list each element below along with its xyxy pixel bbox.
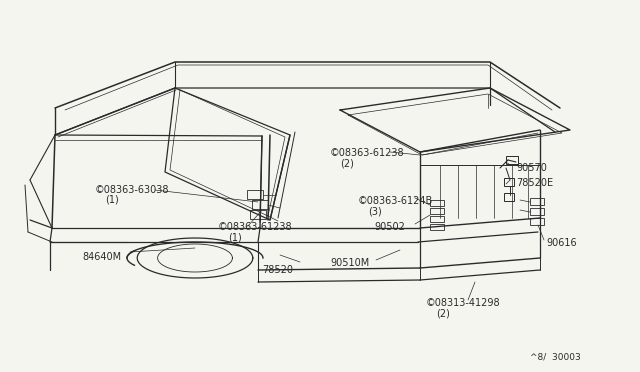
Text: 90570: 90570	[516, 163, 547, 173]
Text: ©08363-61238: ©08363-61238	[330, 148, 404, 158]
Bar	[504, 193, 514, 201]
Bar	[530, 198, 544, 205]
Text: (2): (2)	[340, 158, 354, 168]
Text: ^8/  30003: ^8/ 30003	[530, 353, 580, 362]
Text: 90502: 90502	[374, 222, 405, 232]
Bar	[530, 218, 544, 225]
Text: (1): (1)	[105, 195, 119, 205]
Text: (3): (3)	[368, 206, 381, 216]
Text: 78520E: 78520E	[516, 178, 553, 188]
Bar	[430, 224, 444, 230]
Text: ©08363-61238: ©08363-61238	[218, 222, 292, 232]
Bar	[530, 208, 544, 215]
Bar	[430, 208, 444, 214]
Text: 84640M: 84640M	[82, 252, 121, 262]
Bar	[252, 200, 268, 209]
Bar	[504, 178, 514, 186]
Text: (1): (1)	[228, 232, 242, 242]
Bar	[506, 156, 518, 164]
Text: 78520: 78520	[262, 265, 293, 275]
Text: (2): (2)	[436, 308, 450, 318]
Bar	[250, 210, 266, 219]
Bar	[430, 216, 444, 222]
Text: ©08313-41298: ©08313-41298	[426, 298, 500, 308]
Text: ©08363-63038: ©08363-63038	[95, 185, 170, 195]
Text: ©08363-6124B: ©08363-6124B	[358, 196, 433, 206]
Bar	[430, 200, 444, 206]
Text: 90616: 90616	[546, 238, 577, 248]
Bar	[247, 190, 263, 199]
Text: 90510M: 90510M	[330, 258, 369, 268]
